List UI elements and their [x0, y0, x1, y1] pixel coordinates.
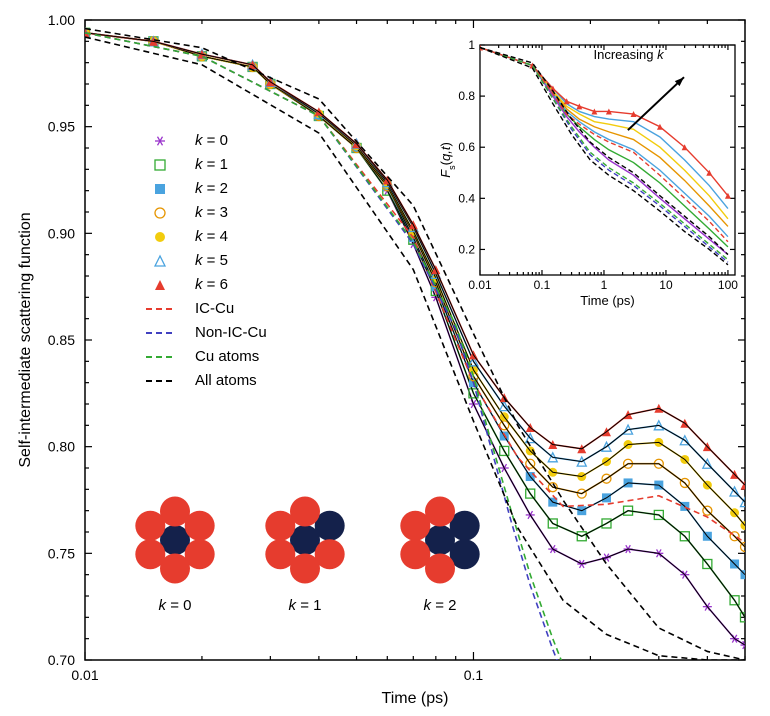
main-chart-svg: 0.70 0.75 0.80 0.85 0.90 0.95 1.00 0.01 0.1 Time …: [0, 0, 770, 716]
chart-container: 0.70 0.75 0.80 0.85 0.90 0.95 1.00 0.01 0.1 Time …: [0, 0, 770, 716]
legend-label: k = 6: [195, 276, 228, 293]
legend-label: k = 2: [195, 180, 228, 197]
inset-xtick: 100: [718, 278, 738, 292]
cluster-label: k = 1: [289, 597, 322, 614]
inset-xtick: 1: [601, 278, 608, 292]
legend-label: k = 5: [195, 252, 228, 269]
ytick-label: 0.70: [48, 652, 75, 668]
inset-ytick: 1: [468, 38, 475, 52]
legend-label: k = 4: [195, 228, 228, 245]
ytick-label: 0.90: [48, 225, 75, 241]
cluster-atom: [425, 554, 455, 584]
inset-annotation: Increasing k: [594, 47, 666, 62]
legend-label: k = 0: [195, 132, 228, 149]
cluster-label: k = 2: [424, 597, 457, 614]
xtick-label: 0.01: [71, 667, 98, 683]
cluster-atom: [160, 554, 190, 584]
legend-label: k = 3: [195, 204, 228, 221]
inset-xtick: 0.01: [468, 278, 492, 292]
xtick-label: 0.1: [464, 667, 484, 683]
inset-xtick: 10: [659, 278, 673, 292]
legend-label: IC-Cu: [195, 300, 234, 317]
cluster-atom: [160, 497, 190, 527]
ytick-label: 0.75: [48, 545, 75, 561]
legend-label: All atoms: [195, 372, 257, 389]
inset-xtick: 0.1: [534, 278, 551, 292]
inset-ytick: 0.8: [458, 89, 475, 103]
ytick-label: 0.95: [48, 119, 75, 135]
inset-xlabel: Time (ps): [580, 293, 634, 308]
cluster-atom: [290, 497, 320, 527]
legend-label: Non-IC-Cu: [195, 324, 267, 341]
cluster-atom: [290, 554, 320, 584]
inset-ytick: 0.2: [458, 242, 475, 256]
cluster-label: k = 0: [159, 597, 192, 614]
legend-label: Cu atoms: [195, 348, 259, 365]
cluster-atom: [425, 497, 455, 527]
ytick-label: 0.85: [48, 332, 75, 348]
ytick-label: 0.80: [48, 439, 75, 455]
legend-label: k = 1: [195, 156, 228, 173]
inset-ytick: 0.4: [458, 191, 475, 205]
y-axis-label: Self-intermediate scattering function: [17, 212, 34, 467]
inset-ylabel: Fs(q,t): [438, 142, 457, 178]
ytick-label: 1.00: [48, 12, 75, 28]
inset-ytick: 0.6: [458, 140, 475, 154]
x-axis-label: Time (ps): [382, 690, 449, 707]
